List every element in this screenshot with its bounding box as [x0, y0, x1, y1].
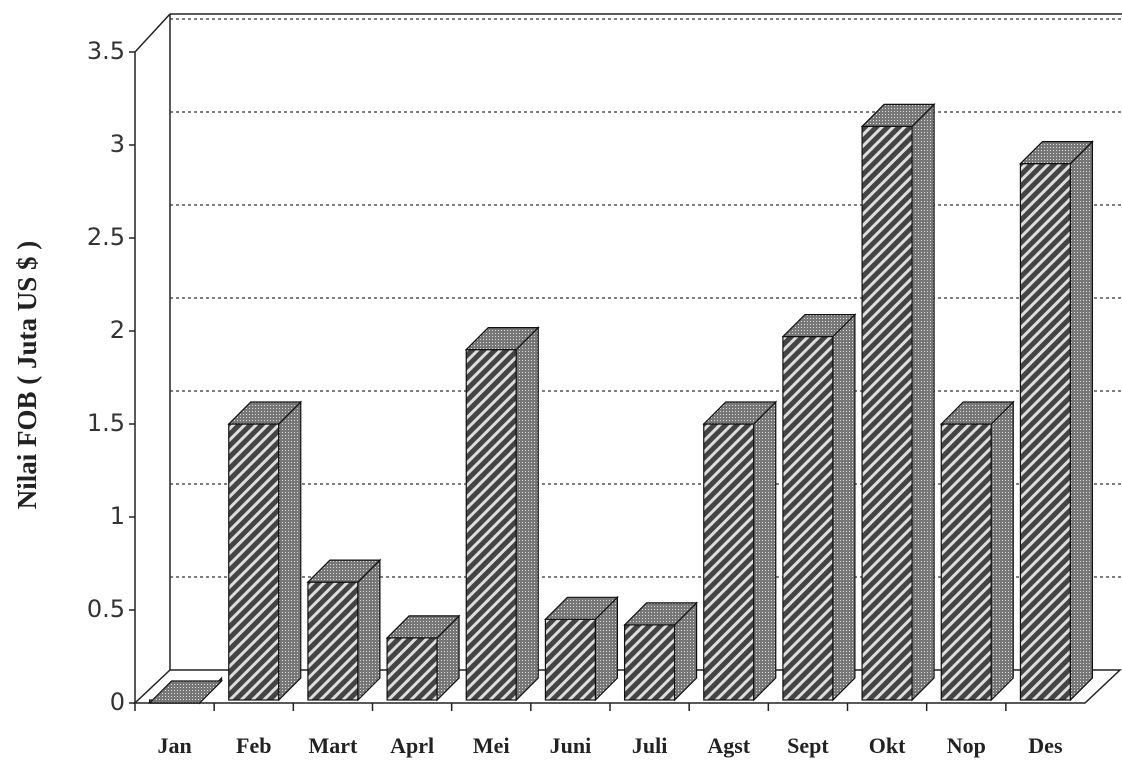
- bar-side: [278, 400, 302, 702]
- y-axis-label: Nilai FOB ( Juta US $ ): [12, 241, 42, 510]
- y-tick-label: 3: [110, 130, 125, 158]
- bar-side: [753, 400, 777, 702]
- bar-front: [782, 335, 834, 701]
- x-tick-label: Feb: [236, 733, 271, 758]
- bar-top: [939, 401, 1015, 425]
- x-tick-label: Des: [1028, 733, 1063, 758]
- x-tick-label: Jan: [157, 733, 191, 758]
- bar-front: [386, 637, 438, 701]
- y-tick-label: 1.5: [87, 409, 125, 437]
- bar-top: [543, 596, 619, 620]
- bar-top: [148, 680, 224, 704]
- x-tick-label: Mart: [308, 733, 358, 758]
- x-tick-label: Juli: [632, 733, 667, 758]
- bar-side: [990, 400, 1014, 702]
- bar-side: [832, 313, 856, 702]
- bar-front: [307, 581, 359, 701]
- bar-front: [465, 349, 517, 701]
- bar-top: [1018, 141, 1094, 165]
- x-tick-label: Aprl: [390, 733, 434, 758]
- bar-front: [228, 423, 280, 701]
- y-tick-label: 0.5: [87, 595, 125, 623]
- bar-front: [623, 624, 676, 701]
- bar-top: [702, 401, 778, 425]
- bar-top: [227, 401, 303, 425]
- bar-side: [911, 102, 935, 702]
- bar-top: [306, 559, 382, 583]
- x-tick-label: Juni: [550, 733, 592, 758]
- bar-top: [385, 615, 461, 639]
- bar-side: [1069, 140, 1094, 702]
- bar-front: [861, 125, 913, 701]
- bar-front: [703, 423, 755, 701]
- y-tick-label: 1: [110, 502, 125, 530]
- y-tick-label: 0: [110, 688, 125, 716]
- x-tick-label: Sept: [787, 733, 829, 758]
- bar-top: [464, 327, 540, 351]
- x-tick-label: Nop: [947, 733, 986, 758]
- y-tick-label: 3.5: [87, 37, 125, 65]
- bar-front: [544, 618, 597, 701]
- bar-side: [515, 326, 539, 702]
- bar-top: [781, 313, 857, 338]
- bar-top: [623, 602, 699, 626]
- x-tick-label: Mei: [473, 733, 510, 758]
- x-tick-label: Okt: [869, 733, 906, 758]
- bar-top: [860, 103, 936, 128]
- bar-front: [1019, 163, 1072, 701]
- bar-side: [357, 558, 381, 702]
- x-tick-label: Agst: [707, 733, 750, 758]
- y-tick-label: 2.5: [87, 223, 125, 251]
- y-tick-label: 2: [110, 316, 125, 344]
- bar-front: [940, 423, 992, 701]
